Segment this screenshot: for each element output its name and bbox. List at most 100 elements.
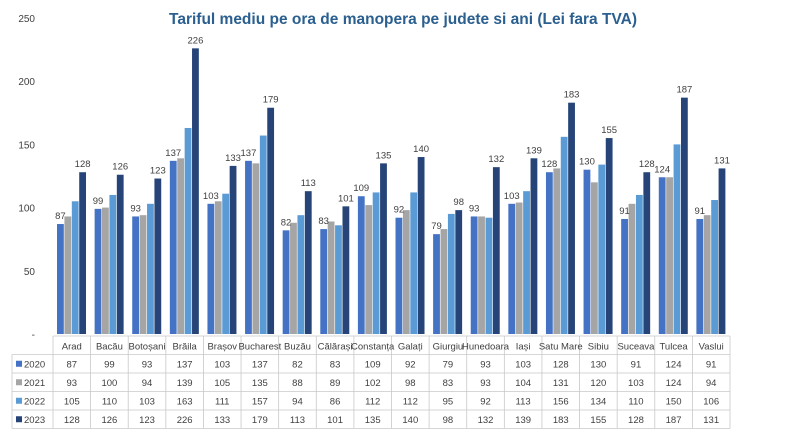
legend-label-2020: 2020 <box>24 359 45 370</box>
data-label-arad-2023: 128 <box>75 159 91 170</box>
category-label-bucharest: Bucharest <box>238 341 281 352</box>
table-cell-galati-2023: 140 <box>402 415 418 426</box>
bar-tulcea-2022 <box>673 144 681 334</box>
bar-bucharest-2022 <box>259 135 267 334</box>
table-cell-vaslui-2020: 91 <box>706 359 717 370</box>
table-cell-satu-mare-2021: 131 <box>553 378 569 389</box>
bar-botosani-2023 <box>154 178 162 334</box>
table-cell-vaslui-2023: 131 <box>703 415 719 426</box>
table-cell-vaslui-2022: 106 <box>703 396 719 407</box>
bar-satu-mare-2022 <box>560 136 568 334</box>
table-cell-vaslui-2021: 94 <box>706 378 717 389</box>
data-label-botosani-2023: 123 <box>150 166 166 177</box>
bar-arad-2020 <box>57 224 64 334</box>
table-cell-braila-2023: 226 <box>177 415 193 426</box>
bar-tulcea-2021 <box>666 177 673 334</box>
data-label-satu-mare-2020: 128 <box>541 159 557 170</box>
data-label-braila-2020: 137 <box>165 148 181 159</box>
legend-key-2022 <box>16 397 22 404</box>
table-cell-suceava-2022: 110 <box>628 396 643 407</box>
bar-galati-2023 <box>417 157 425 334</box>
bar-constanta-2021 <box>365 205 373 334</box>
table-cell-satu-mare-2023: 183 <box>553 415 569 426</box>
data-label-brasov-2023: 133 <box>225 153 241 164</box>
bar-brasov-2021 <box>214 201 222 334</box>
data-label-hunedoara-2023: 132 <box>488 154 504 165</box>
bar-sibiu-2023 <box>605 138 613 334</box>
bar-vaslui-2022 <box>711 200 718 334</box>
category-label-constanta: Constanța <box>351 341 395 352</box>
data-label-galati-2020: 92 <box>394 205 405 216</box>
category-label-tulcea: Tulcea <box>659 341 688 352</box>
y-tick-label-0: - <box>32 330 35 341</box>
table-cell-botosani-2021: 94 <box>142 378 153 389</box>
table-cell-iasi-2023: 139 <box>515 415 531 426</box>
table-cell-brasov-2021: 105 <box>214 378 230 389</box>
category-label-vaslui: Vaslui <box>699 341 724 352</box>
category-label-iasi: Iași <box>516 341 531 352</box>
table-cell-tulcea-2022: 150 <box>666 396 682 407</box>
table-cell-botosani-2023: 123 <box>139 415 155 426</box>
data-label-constanta-2020: 109 <box>353 183 369 194</box>
bar-brasov-2022 <box>222 193 230 334</box>
bar-suceava-2022 <box>635 194 643 334</box>
table-cell-calarasi-2020: 83 <box>330 359 341 370</box>
category-label-arad: Arad <box>62 341 82 352</box>
bar-arad-2023 <box>79 172 87 334</box>
data-label-bucharest-2020: 137 <box>241 148 257 159</box>
table-cell-giurgiu-2023: 98 <box>443 415 454 426</box>
table-cell-suceava-2023: 128 <box>628 415 644 426</box>
bar-buzau-2022 <box>297 215 305 334</box>
category-label-braila: Brăila <box>172 341 197 352</box>
table-cell-satu-mare-2020: 128 <box>553 359 569 370</box>
data-label-satu-mare-2023: 183 <box>564 90 580 101</box>
bar-galati-2021 <box>402 210 410 334</box>
data-label-iasi-2023: 139 <box>526 145 542 156</box>
table-cell-bacau-2021: 100 <box>101 378 117 389</box>
table-cell-giurgiu-2021: 83 <box>443 378 454 389</box>
bar-vaslui-2023 <box>718 168 726 334</box>
bar-giurgiu-2022 <box>447 213 455 334</box>
table-cell-hunedoara-2020: 93 <box>480 359 491 370</box>
table-cell-botosani-2022: 103 <box>139 396 155 407</box>
data-label-braila-2023: 226 <box>188 35 204 46</box>
table-cell-botosani-2020: 93 <box>142 359 153 370</box>
table-cell-satu-mare-2022: 156 <box>553 396 569 407</box>
table-cell-hunedoara-2022: 92 <box>480 396 491 407</box>
bar-calarasi-2023 <box>342 206 350 334</box>
table-cell-buzau-2020: 82 <box>292 359 303 370</box>
bar-calarasi-2020 <box>320 229 328 334</box>
bar-braila-2022 <box>184 127 192 334</box>
legend-label-2023: 2023 <box>24 415 45 426</box>
table-cell-arad-2021: 93 <box>67 378 78 389</box>
data-label-vaslui-2023: 131 <box>714 155 730 166</box>
category-label-hunedoara: Hunedoara <box>462 341 510 352</box>
bar-giurgiu-2021 <box>440 229 448 334</box>
category-label-giurgiu: Giurgiu <box>433 341 464 352</box>
table-cell-constanta-2020: 109 <box>365 359 381 370</box>
bar-braila-2021 <box>177 158 185 334</box>
table-cell-braila-2022: 163 <box>177 396 193 407</box>
legend-label-2022: 2022 <box>24 396 45 407</box>
bar-botosani-2021 <box>139 215 147 334</box>
bar-brasov-2020 <box>207 203 215 334</box>
table-cell-giurgiu-2022: 95 <box>443 396 454 407</box>
table-cell-buzau-2021: 88 <box>292 378 303 389</box>
table-cell-buzau-2022: 94 <box>292 396 303 407</box>
bar-vaslui-2020 <box>696 218 704 334</box>
category-label-botosani: Botoșani <box>129 341 166 352</box>
data-label-giurgiu-2023: 98 <box>453 197 464 208</box>
category-label-buzau: Buzău <box>284 341 311 352</box>
table-cell-brasov-2020: 103 <box>214 359 230 370</box>
data-label-iasi-2020: 103 <box>504 191 520 202</box>
bar-calarasi-2021 <box>327 221 335 334</box>
table-cell-iasi-2022: 113 <box>516 396 531 407</box>
bar-giurgiu-2020 <box>433 234 440 334</box>
bar-braila-2020 <box>169 160 177 334</box>
table-cell-calarasi-2021: 89 <box>330 378 341 389</box>
table-cell-arad-2022: 105 <box>64 396 80 407</box>
category-label-satu-mare: Satu Mare <box>539 341 583 352</box>
y-tick-label-50: 50 <box>24 267 36 278</box>
y-tick-label-200: 200 <box>18 77 35 88</box>
